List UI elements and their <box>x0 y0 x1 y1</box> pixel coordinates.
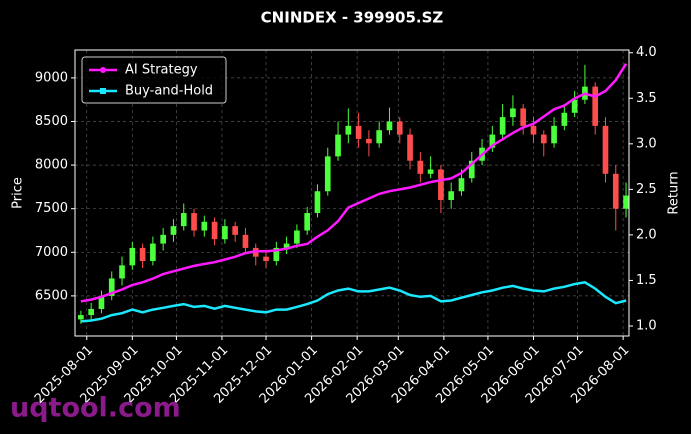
candle-body <box>263 256 269 262</box>
candle-body <box>438 169 444 200</box>
y-tick-label: 9000 <box>35 70 68 85</box>
candle-body <box>150 243 156 262</box>
candle-body <box>160 234 166 244</box>
y2-tick-label: 2.5 <box>636 182 657 197</box>
candle-body <box>396 121 403 135</box>
candle-body <box>78 315 84 320</box>
candle-body <box>324 156 331 192</box>
candle-body <box>602 125 609 174</box>
candle-body <box>458 178 465 192</box>
candle-body <box>355 125 362 139</box>
candle-body <box>551 125 557 144</box>
candle-body <box>540 134 547 144</box>
y2-tick-label: 1.0 <box>636 318 657 333</box>
candle-body <box>561 112 568 126</box>
y-tick-label: 8500 <box>35 114 68 129</box>
candle-body <box>139 247 146 262</box>
watermark: uqtool.com <box>10 393 181 424</box>
legend: AI Strategy Buy-and-Hold <box>81 56 227 104</box>
candle-body <box>201 221 208 231</box>
y-tick-label: 6500 <box>35 288 68 303</box>
candle-body <box>345 125 352 135</box>
candle-body <box>304 213 311 231</box>
legend-marker <box>100 88 106 94</box>
candle-body <box>98 295 105 309</box>
y2-tick-label: 1.5 <box>636 273 657 288</box>
y-axis-label: Price <box>11 177 26 209</box>
plot-area: 6500 7000 7500 8000 8500 9000 1.0 1.5 2.0 2.5 3.0 3… <box>32 45 657 407</box>
candle-body <box>386 121 393 131</box>
candle-body <box>468 160 475 179</box>
y2-tick-label: 3.0 <box>636 136 657 151</box>
series-line <box>80 63 628 303</box>
y-tick-label: 7000 <box>35 245 68 260</box>
candle-body <box>489 134 496 148</box>
candle-body <box>191 213 197 231</box>
y-tick-label: 7500 <box>35 201 68 216</box>
candle-body <box>417 160 424 174</box>
series-line <box>80 280 627 323</box>
candle-body <box>499 117 506 135</box>
candle-body <box>623 195 629 209</box>
candle-body <box>366 138 372 144</box>
y2-tick-label: 3.5 <box>636 91 657 106</box>
candle-body <box>571 99 578 113</box>
candle-body <box>335 134 341 157</box>
candle-body <box>427 169 434 174</box>
candle-body <box>119 265 125 279</box>
candle-body <box>273 247 280 262</box>
candle-body <box>283 243 290 248</box>
candle-body <box>88 308 94 316</box>
legend-box <box>81 56 227 104</box>
candle-body <box>129 247 136 266</box>
candle-body <box>170 226 177 235</box>
candle-body <box>242 234 249 248</box>
candle-body <box>530 125 537 135</box>
y2-axis-label: Return <box>667 171 682 214</box>
chart-title: CNINDEX - 399905.SZ <box>261 9 444 27</box>
candle-body <box>180 213 187 227</box>
candle-body <box>108 278 115 296</box>
candle-body <box>592 86 599 126</box>
legend-label: Buy-and-Hold <box>125 84 213 99</box>
candle-body <box>376 130 383 144</box>
y2-tick-label: 4.0 <box>636 45 657 60</box>
candle-body <box>510 108 516 118</box>
candle-body <box>314 191 321 214</box>
candle-body <box>407 134 413 161</box>
plot-frame <box>74 49 630 337</box>
legend-marker <box>100 67 106 73</box>
candle-body <box>294 230 300 244</box>
y2-tick-label: 2.0 <box>636 227 657 242</box>
y-tick-label: 8000 <box>35 158 68 173</box>
candle-body <box>612 173 619 209</box>
candle-body <box>448 191 455 200</box>
candle-body <box>520 108 527 126</box>
legend-label: AI Strategy <box>125 63 198 78</box>
candle-body <box>222 226 228 240</box>
candle-body <box>211 221 218 240</box>
candle-body <box>232 226 239 235</box>
